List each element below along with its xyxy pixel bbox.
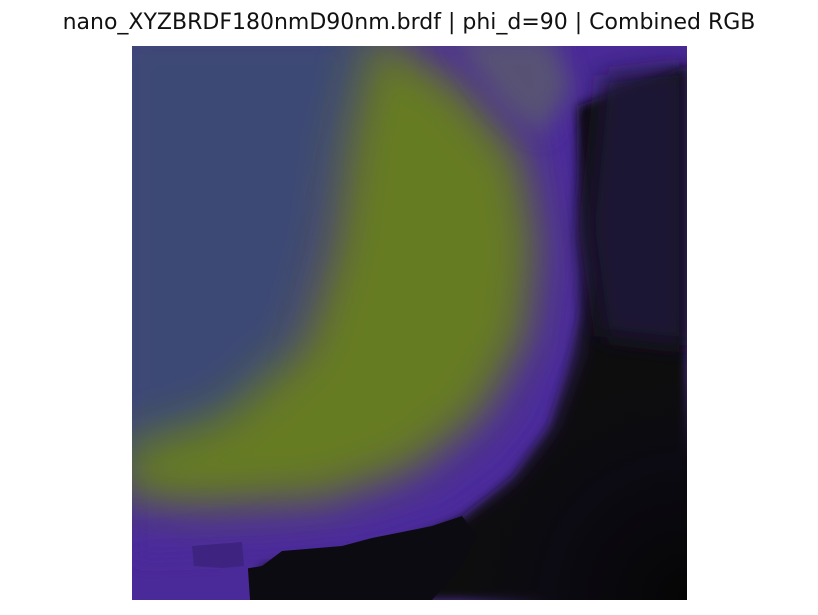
upper-right-strip bbox=[587, 66, 687, 346]
gray-patch bbox=[459, 46, 572, 136]
figure-title: nano_XYZBRDF180nmD90nm.brdf | phi_d=90 |… bbox=[62, 10, 756, 35]
bottom-dark-band bbox=[227, 516, 477, 600]
green-lobe bbox=[132, 46, 537, 506]
slate-region bbox=[132, 46, 384, 482]
brdf-image bbox=[132, 46, 687, 600]
bottom-violet-step bbox=[192, 542, 244, 568]
